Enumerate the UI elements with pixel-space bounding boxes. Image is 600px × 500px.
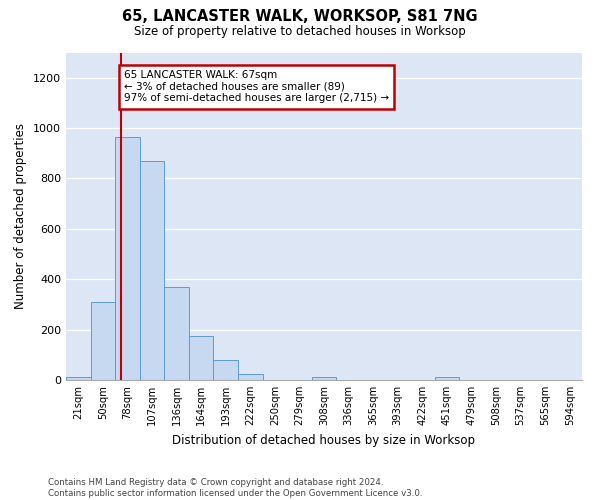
- Y-axis label: Number of detached properties: Number of detached properties: [14, 123, 28, 309]
- Bar: [238, 374, 263, 380]
- Bar: [434, 378, 459, 380]
- Text: Contains HM Land Registry data © Crown copyright and database right 2024.
Contai: Contains HM Land Registry data © Crown c…: [48, 478, 422, 498]
- Bar: [164, 287, 189, 380]
- Bar: [66, 378, 91, 380]
- Bar: [115, 137, 140, 380]
- Text: Size of property relative to detached houses in Worksop: Size of property relative to detached ho…: [134, 25, 466, 38]
- Bar: [91, 302, 115, 380]
- X-axis label: Distribution of detached houses by size in Worksop: Distribution of detached houses by size …: [173, 434, 476, 446]
- Bar: [312, 378, 336, 380]
- Bar: [214, 360, 238, 380]
- Text: 65 LANCASTER WALK: 67sqm
← 3% of detached houses are smaller (89)
97% of semi-de: 65 LANCASTER WALK: 67sqm ← 3% of detache…: [124, 70, 389, 103]
- Text: 65, LANCASTER WALK, WORKSOP, S81 7NG: 65, LANCASTER WALK, WORKSOP, S81 7NG: [122, 9, 478, 24]
- Bar: [189, 336, 214, 380]
- Bar: [140, 161, 164, 380]
